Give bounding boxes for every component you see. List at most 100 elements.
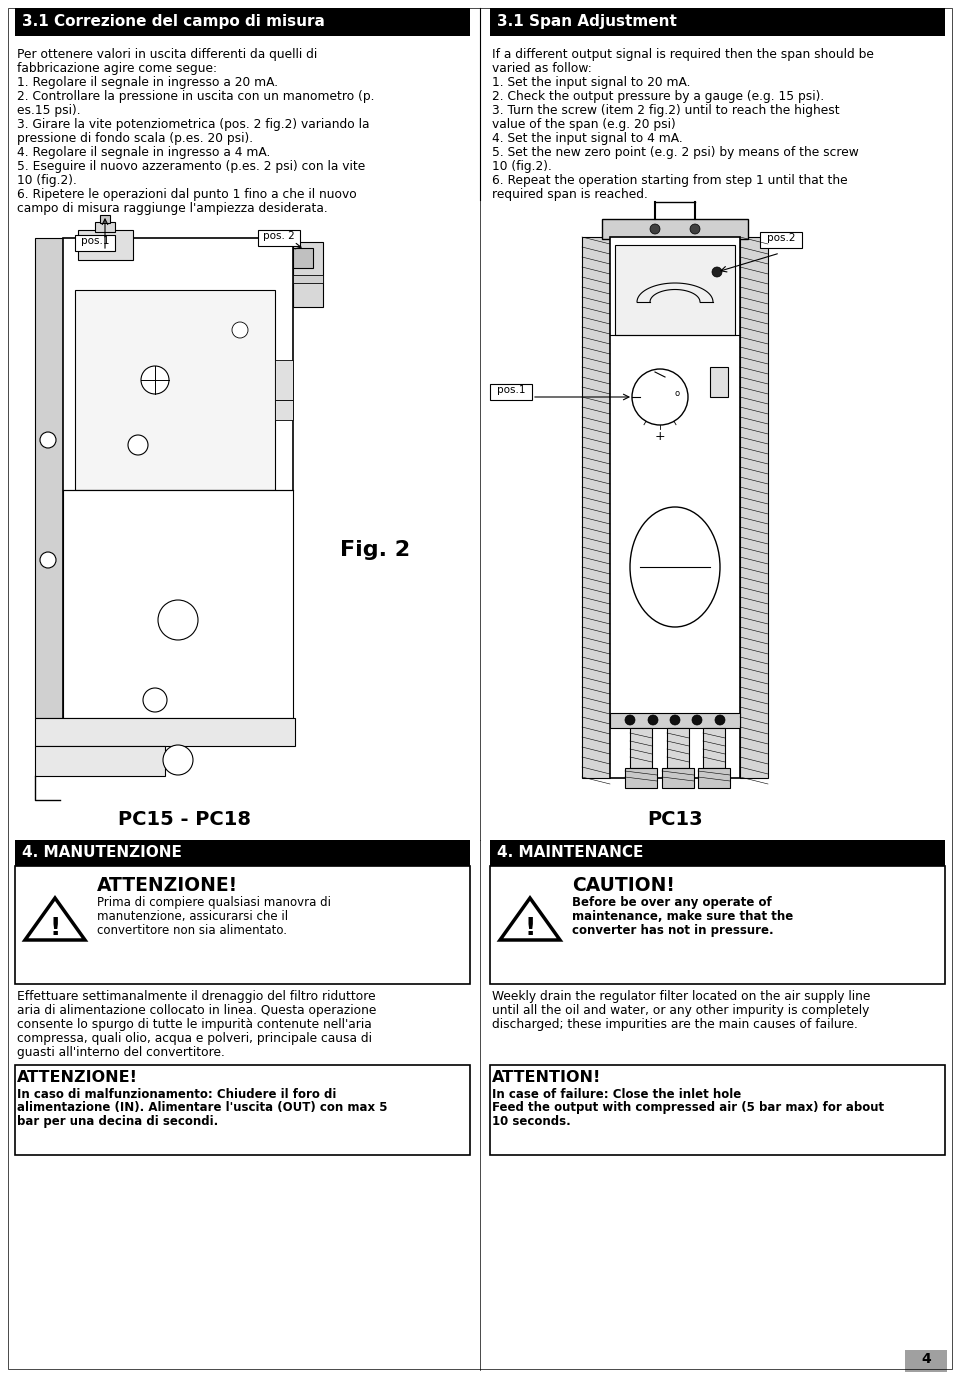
Text: Effettuare settimanalmente il drenaggio del filtro riduttore: Effettuare settimanalmente il drenaggio …	[17, 990, 375, 1002]
Text: discharged; these impurities are the main causes of failure.: discharged; these impurities are the mai…	[492, 1018, 858, 1031]
Text: 3.1 Correzione del campo di misura: 3.1 Correzione del campo di misura	[22, 14, 324, 29]
Circle shape	[648, 715, 658, 726]
Text: compressa, quali olio, acqua e polveri, principale causa di: compressa, quali olio, acqua e polveri, …	[17, 1031, 372, 1045]
Bar	[490, 840, 945, 866]
Text: o: o	[675, 390, 680, 398]
Circle shape	[670, 715, 680, 726]
Text: 4: 4	[922, 1352, 931, 1366]
Text: PC15 - PC18: PC15 - PC18	[118, 810, 252, 829]
Text: 4. MAINTENANCE: 4. MAINTENANCE	[497, 845, 643, 861]
Bar	[15, 840, 470, 866]
Text: until all the oil and water, or any other impurity is completely: until all the oil and water, or any othe…	[492, 1004, 870, 1018]
Text: 4. Set the input signal to 4 mA.: 4. Set the input signal to 4 mA.	[492, 132, 683, 145]
Bar	[760, 231, 802, 248]
Text: varied as follow:: varied as follow:	[492, 62, 591, 74]
Text: convertitore non sia alimentato.: convertitore non sia alimentato.	[97, 924, 287, 936]
Bar	[602, 219, 748, 240]
Text: 2. Check the output pressure by a gauge (e.g. 15 psi).: 2. Check the output pressure by a gauge …	[492, 90, 825, 103]
Bar	[293, 242, 323, 307]
Text: campo di misura raggiunge l'ampiezza desiderata.: campo di misura raggiunge l'ampiezza des…	[17, 202, 327, 215]
Text: Prima di compiere qualsiasi manovra di: Prima di compiere qualsiasi manovra di	[97, 896, 331, 909]
Bar	[15, 1064, 470, 1155]
Circle shape	[690, 224, 700, 234]
Bar	[615, 245, 735, 335]
Text: !: !	[49, 916, 60, 940]
Text: Weekly drain the regulator filter located on the air supply line: Weekly drain the regulator filter locate…	[492, 990, 871, 1002]
Text: pos.2: pos.2	[767, 233, 795, 242]
Text: pos.1: pos.1	[81, 235, 109, 246]
Text: 3. Girare la vite potenziometrica (pos. 2 fig.2) variando la: 3. Girare la vite potenziometrica (pos. …	[17, 118, 370, 131]
Text: 3. Turn the screw (item 2 fig.2) until to reach the highest: 3. Turn the screw (item 2 fig.2) until t…	[492, 105, 840, 117]
Circle shape	[712, 267, 722, 277]
Text: CAUTION!: CAUTION!	[572, 876, 675, 895]
Bar	[35, 717, 295, 746]
Text: 6. Ripetere le operazioni dal punto 1 fino a che il nuovo: 6. Ripetere le operazioni dal punto 1 fi…	[17, 189, 357, 201]
Ellipse shape	[630, 507, 720, 627]
Text: alimentazione (IN). Alimentare l'uscita (OUT) con max 5: alimentazione (IN). Alimentare l'uscita …	[17, 1102, 388, 1114]
Bar	[293, 248, 313, 269]
Bar	[35, 238, 63, 717]
Text: aria di alimentazione collocato in linea. Questa operazione: aria di alimentazione collocato in linea…	[17, 1004, 376, 1018]
Bar	[740, 237, 768, 778]
Text: 1. Set the input signal to 20 mA.: 1. Set the input signal to 20 mA.	[492, 76, 690, 90]
Text: 4. MANUTENZIONE: 4. MANUTENZIONE	[22, 845, 181, 861]
Bar	[63, 238, 293, 717]
Text: Feed the output with compressed air (5 bar max) for about: Feed the output with compressed air (5 b…	[492, 1102, 884, 1114]
Text: 10 (fig.2).: 10 (fig.2).	[17, 174, 77, 187]
Text: 4. Regolare il segnale in ingresso a 4 mA.: 4. Regolare il segnale in ingresso a 4 m…	[17, 146, 271, 158]
Text: converter has not in pressure.: converter has not in pressure.	[572, 924, 774, 936]
Bar	[490, 384, 532, 399]
Text: value of the span (e.g. 20 psi): value of the span (e.g. 20 psi)	[492, 118, 676, 131]
Bar	[35, 746, 165, 777]
Circle shape	[163, 745, 193, 775]
Circle shape	[128, 435, 148, 454]
Bar	[667, 728, 689, 768]
Bar	[490, 1064, 945, 1155]
Text: !: !	[524, 916, 536, 940]
Circle shape	[632, 369, 688, 425]
Text: In case of failure: Close the inlet hole: In case of failure: Close the inlet hole	[492, 1088, 741, 1102]
Bar	[610, 713, 740, 728]
Bar	[78, 230, 133, 260]
Circle shape	[625, 715, 635, 726]
Text: pos.1: pos.1	[496, 386, 525, 395]
Text: es.15 psi).: es.15 psi).	[17, 105, 81, 117]
Bar	[630, 728, 652, 768]
Text: PC13: PC13	[647, 810, 703, 829]
Text: 2. Controllare la pressione in uscita con un manometro (p.: 2. Controllare la pressione in uscita co…	[17, 90, 374, 103]
Circle shape	[141, 366, 169, 394]
Text: 1. Regolare il segnale in ingresso a 20 mA.: 1. Regolare il segnale in ingresso a 20 …	[17, 76, 278, 90]
Text: required span is reached.: required span is reached.	[492, 189, 648, 201]
Text: ATTENZIONE!: ATTENZIONE!	[97, 876, 238, 895]
Text: +: +	[655, 431, 665, 443]
Bar	[75, 235, 115, 251]
Bar	[63, 490, 293, 717]
Bar	[293, 275, 323, 284]
Bar	[490, 8, 945, 36]
Bar	[490, 866, 945, 985]
Text: 5. Eseguire il nuovo azzeramento (p.es. 2 psi) con la vite: 5. Eseguire il nuovo azzeramento (p.es. …	[17, 160, 365, 174]
Circle shape	[40, 552, 56, 567]
Text: bar per una decina di secondi.: bar per una decina di secondi.	[17, 1115, 218, 1128]
Text: fabbricazione agire come segue:: fabbricazione agire come segue:	[17, 62, 217, 74]
Circle shape	[715, 715, 725, 726]
Circle shape	[158, 600, 198, 640]
Text: pressione di fondo scala (p.es. 20 psi).: pressione di fondo scala (p.es. 20 psi).	[17, 132, 253, 145]
Bar	[905, 1349, 947, 1371]
Circle shape	[692, 715, 702, 726]
Bar	[15, 866, 470, 985]
Text: Before be over any operate of: Before be over any operate of	[572, 896, 772, 909]
Text: 10 seconds.: 10 seconds.	[492, 1115, 571, 1128]
Text: If a different output signal is required then the span should be: If a different output signal is required…	[492, 48, 874, 61]
Circle shape	[232, 322, 248, 337]
Polygon shape	[25, 898, 85, 940]
Text: guasti all'interno del convertitore.: guasti all'interno del convertitore.	[17, 1047, 225, 1059]
Text: 6. Repeat the operation starting from step 1 until that the: 6. Repeat the operation starting from st…	[492, 174, 848, 187]
Bar	[698, 768, 730, 788]
Bar	[582, 237, 610, 778]
Bar	[258, 230, 300, 246]
Bar	[75, 291, 275, 490]
Circle shape	[143, 688, 167, 712]
Text: Per ottenere valori in uscita differenti da quelli di: Per ottenere valori in uscita differenti…	[17, 48, 317, 61]
Text: maintenance, make sure that the: maintenance, make sure that the	[572, 910, 793, 923]
